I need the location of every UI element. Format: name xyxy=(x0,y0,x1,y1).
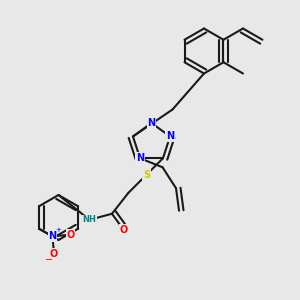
Text: N: N xyxy=(166,131,174,142)
Text: N: N xyxy=(49,231,57,241)
Text: NH: NH xyxy=(82,215,96,224)
Text: O: O xyxy=(50,249,58,259)
Text: O: O xyxy=(66,230,75,240)
Text: +: + xyxy=(56,227,62,233)
Text: −: − xyxy=(46,255,54,265)
Text: N: N xyxy=(136,153,144,163)
Text: N: N xyxy=(147,118,156,128)
Text: S: S xyxy=(143,170,150,180)
Text: O: O xyxy=(120,225,128,235)
